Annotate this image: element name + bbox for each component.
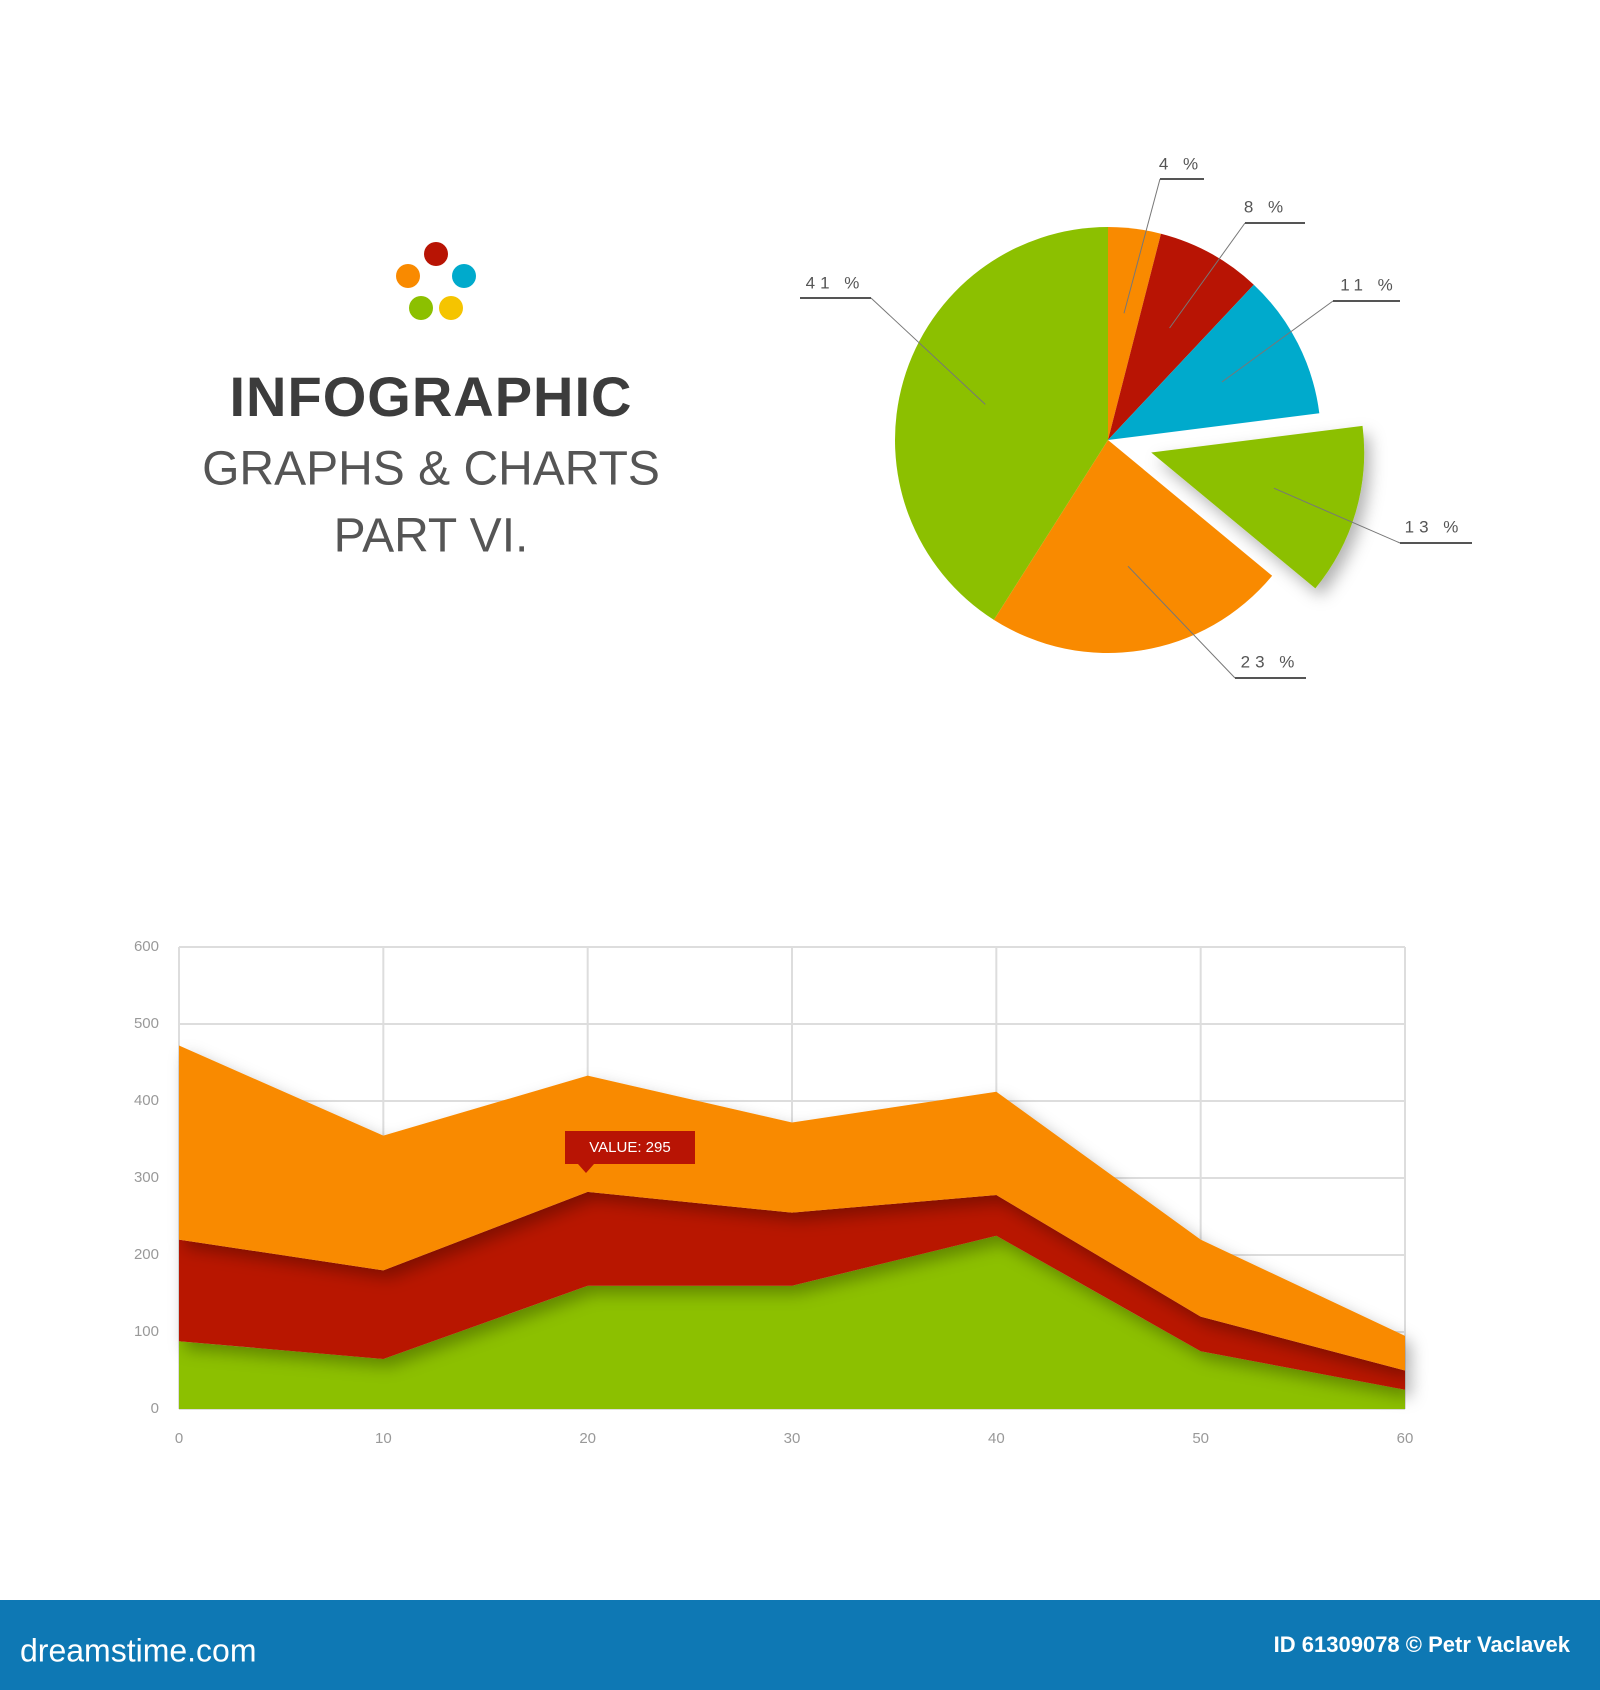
pie-slice bbox=[1108, 227, 1161, 440]
area-band bbox=[179, 1045, 1405, 1371]
annotation-box bbox=[565, 1131, 695, 1173]
x-tick-label: 0 bbox=[175, 1430, 183, 1447]
footer-credit: ID 61309078 © Petr Vaclavek bbox=[1274, 1632, 1571, 1657]
leader-line bbox=[1169, 222, 1246, 329]
y-tick-label: 500 bbox=[134, 1015, 159, 1032]
pie-label: 8 % bbox=[1244, 197, 1288, 216]
y-tick-label: 200 bbox=[134, 1246, 159, 1263]
pie-slice bbox=[1108, 284, 1320, 440]
x-tick-label: 10 bbox=[375, 1430, 392, 1447]
leader-line bbox=[870, 297, 986, 405]
subtitle-part: PART VI. bbox=[334, 510, 529, 563]
leader-line bbox=[1123, 178, 1161, 314]
y-tick-label: 100 bbox=[134, 1323, 159, 1340]
logo-dot bbox=[409, 296, 433, 320]
title: INFOGRAPHIC bbox=[230, 365, 633, 428]
x-tick-label: 20 bbox=[579, 1430, 596, 1447]
y-tick-label: 300 bbox=[134, 1169, 159, 1186]
logo-dot bbox=[396, 264, 420, 288]
area-band bbox=[179, 1235, 1405, 1409]
pie-slice bbox=[1108, 233, 1254, 440]
logo-dot bbox=[439, 296, 463, 320]
y-tick-label: 0 bbox=[151, 1400, 159, 1417]
x-tick-label: 40 bbox=[988, 1430, 1005, 1447]
subtitle: GRAPHS & CHARTS bbox=[202, 443, 660, 496]
y-tick-label: 400 bbox=[134, 1092, 159, 1109]
x-tick-label: 60 bbox=[1397, 1430, 1414, 1447]
logo-dot bbox=[452, 264, 476, 288]
pie-label: 4 % bbox=[1159, 154, 1203, 173]
annotation-text: VALUE: 295 bbox=[589, 1139, 670, 1156]
pie-slice bbox=[1151, 425, 1365, 589]
logo bbox=[396, 242, 476, 320]
leader-line bbox=[1273, 487, 1401, 544]
pie-label: 41 % bbox=[806, 273, 865, 292]
leader-line bbox=[1221, 300, 1334, 383]
area-band bbox=[179, 1191, 1405, 1390]
pie-label: 23 % bbox=[1241, 652, 1300, 671]
annotation: VALUE: 295 bbox=[565, 1131, 695, 1173]
pie-label: 11 % bbox=[1340, 275, 1398, 294]
footer-band bbox=[0, 1600, 1600, 1690]
x-tick-label: 30 bbox=[784, 1430, 801, 1447]
y-tick-label: 600 bbox=[134, 938, 159, 955]
footer-site: dreamstime.com bbox=[20, 1632, 257, 1668]
x-tick-label: 50 bbox=[1192, 1430, 1209, 1447]
pie-slice bbox=[894, 227, 1108, 620]
pie-slice bbox=[993, 440, 1273, 653]
pie-label: 13 % bbox=[1405, 517, 1464, 536]
leader-line bbox=[1127, 565, 1236, 679]
logo-dot bbox=[424, 242, 448, 266]
